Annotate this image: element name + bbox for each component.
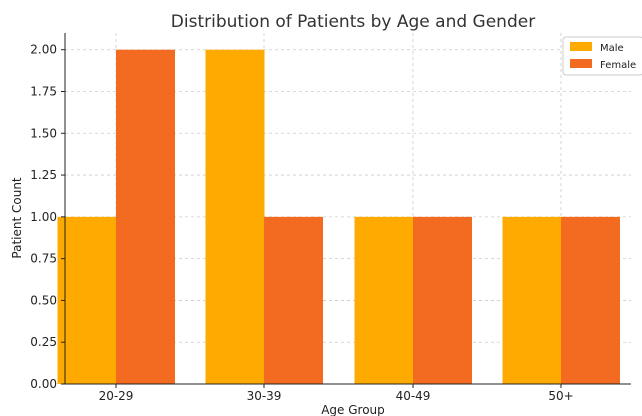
chart-title: Distribution of Patients by Age and Gend… <box>171 12 535 32</box>
legend-swatch-male <box>570 42 592 51</box>
x-tick-label: 20-29 <box>99 389 134 403</box>
bar-male-50+ <box>502 216 562 384</box>
bar-female-20-29 <box>116 49 175 384</box>
bar-female-50+ <box>561 216 620 384</box>
legend-swatch-female <box>570 59 592 68</box>
x-axis-label: Age Group <box>321 403 385 416</box>
y-tick-label: 1.75 <box>30 85 57 99</box>
legend-label-male: Male <box>600 43 624 54</box>
y-tick-label: 0.25 <box>30 335 57 349</box>
bars <box>57 49 620 384</box>
y-tick-label: 0.50 <box>30 293 57 307</box>
y-tick-label: 2.00 <box>30 43 57 57</box>
bar-female-30-39 <box>264 216 323 384</box>
bar-male-30-39 <box>205 49 265 384</box>
y-tick-label: 0.00 <box>30 377 57 391</box>
y-tick-label: 0.75 <box>30 252 57 266</box>
legend-label-female: Female <box>600 60 636 71</box>
bar-male-20-29 <box>57 216 117 384</box>
y-axis-label: Patient Count <box>10 177 24 259</box>
axes: 0.00 0.25 0.50 0.75 1.00 1.25 1.50 1.75 2.00 20-2… <box>30 33 631 403</box>
x-tick-label: 30-39 <box>247 389 282 403</box>
x-tick-label: 50+ <box>548 389 573 403</box>
y-tick-label: 1.25 <box>30 168 57 182</box>
bar-male-40-49 <box>354 216 414 384</box>
legend: Male Female <box>562 36 642 76</box>
y-tick-label: 1.00 <box>30 210 57 224</box>
y-tick-label: 1.50 <box>30 126 57 140</box>
bar-female-40-49 <box>413 216 472 384</box>
x-tick-label: 40-49 <box>396 389 431 403</box>
